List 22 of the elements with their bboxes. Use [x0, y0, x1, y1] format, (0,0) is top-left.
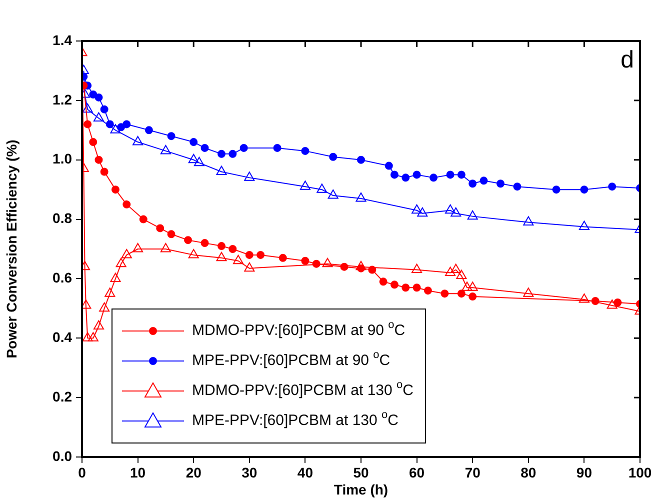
y-axis-title: Power Conversion Efficiency (%): [3, 140, 20, 358]
x-tick-label: 60: [409, 464, 425, 480]
x-tick-label: 0: [78, 464, 86, 480]
x-tick-label: 90: [576, 464, 592, 480]
x-tick-label: 40: [297, 464, 314, 480]
y-tick-label: 1.2: [52, 91, 72, 108]
x-tick-label: 50: [353, 464, 369, 480]
y-tick-label: 0.0: [52, 448, 72, 464]
y-tick-label: 0.6: [52, 270, 72, 286]
x-tick-label: 20: [186, 464, 202, 480]
y-tick-label: 1.0: [52, 150, 72, 167]
x-tick-label: 30: [242, 464, 258, 480]
y-tick-label: 0.8: [52, 210, 72, 226]
x-tick-label: 10: [130, 464, 146, 480]
x-tick-label: 100: [628, 464, 652, 480]
annotation: d: [620, 46, 634, 74]
x-axis-title: Time (h): [334, 481, 388, 498]
y-tick-label: 0.2: [52, 388, 72, 404]
y-tick-label: 1.4: [52, 32, 72, 48]
x-tick-label: 80: [520, 464, 536, 480]
y-tick-label: 0.4: [52, 329, 72, 345]
x-tick-label: 70: [464, 464, 481, 480]
